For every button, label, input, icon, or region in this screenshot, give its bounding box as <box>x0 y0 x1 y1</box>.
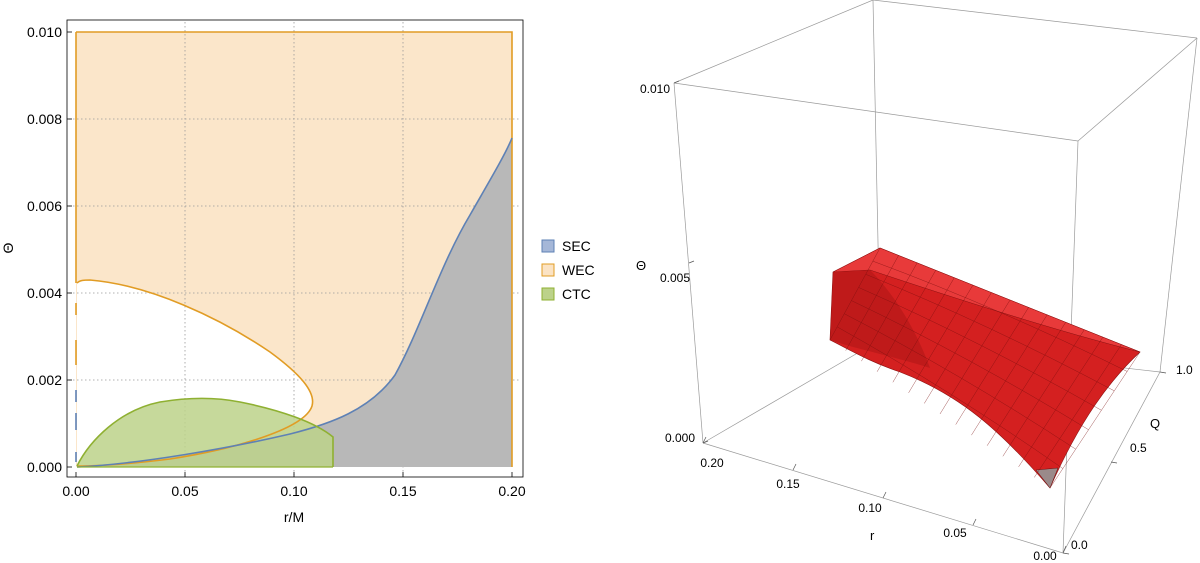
mesh-line <box>865 274 1115 392</box>
mesh-line <box>844 313 1076 450</box>
q-tick-label: 0.5 <box>1130 441 1147 455</box>
q-tick-label: 1.0 <box>1176 363 1193 377</box>
r-tick <box>792 463 797 471</box>
z-axis-label: Θ <box>636 258 646 273</box>
y-axis-label: Θ <box>0 242 16 253</box>
x-tick-label: 0.20 <box>498 483 525 499</box>
mesh-line <box>845 255 899 351</box>
r-tick <box>972 518 977 526</box>
z-tick-label: 0.010 <box>640 82 670 96</box>
r-tick <box>1062 545 1067 554</box>
mesh-line <box>1018 337 1104 467</box>
y-tick-labels: 0.000 0.002 0.004 0.006 0.008 0.010 <box>27 24 62 475</box>
r-axis-label: r <box>870 528 875 543</box>
x-axis-ticks <box>75 472 513 477</box>
q-tick-label: 0.0 <box>1071 538 1088 552</box>
y-tick-label: 0.010 <box>27 24 62 40</box>
x-tick-label: 0.10 <box>280 483 307 499</box>
q-axis-label: Q <box>1150 416 1160 431</box>
y-tick-label: 0.002 <box>27 372 62 388</box>
mesh-line <box>1049 351 1141 489</box>
x-tick-label: 0.15 <box>389 483 416 499</box>
legend-swatch-wec <box>541 263 555 277</box>
q-tick-labels: 0.0 0.5 1.0 <box>1071 363 1193 552</box>
r-tick-label: 0.20 <box>700 456 724 470</box>
z-tick <box>673 80 680 84</box>
box-edge <box>673 82 1079 142</box>
legend-label-sec: SEC <box>562 238 591 254</box>
surface-plot-3d: 0.000 0.005 0.010 Θ 0.00 0.05 0.10 0.15 … <box>636 0 1198 563</box>
mesh-line <box>851 300 1089 430</box>
sec-region <box>77 138 512 467</box>
legend-swatch-ctc <box>541 287 555 301</box>
q-tick <box>1159 371 1167 374</box>
mesh-line <box>1034 344 1122 478</box>
box-edge <box>1159 37 1198 373</box>
y-tick-label: 0.008 <box>27 111 62 127</box>
y-tick-label: 0.000 <box>27 459 62 475</box>
theta-surface <box>829 247 1141 489</box>
mesh-line <box>876 270 936 372</box>
box-edge <box>673 0 874 84</box>
box-edge <box>872 0 1198 39</box>
z-tick <box>688 260 695 264</box>
legend-label-ctc: CTC <box>562 286 591 302</box>
q-tick <box>1110 461 1118 464</box>
ctc-boundary <box>76 397 334 467</box>
x-tick-label: 0.00 <box>62 483 89 499</box>
wec-boundary <box>75 31 513 467</box>
r-tick-label: 0.15 <box>776 477 800 491</box>
z-tick-label: 0.000 <box>665 431 695 445</box>
y-tick-label: 0.004 <box>27 285 62 301</box>
wec-curve <box>76 279 314 467</box>
mesh-line <box>829 247 881 341</box>
r-tick <box>882 491 887 499</box>
mesh-line <box>986 322 1066 446</box>
x-tick-label: 0.05 <box>171 483 198 499</box>
surface-tip <box>1035 467 1059 489</box>
mesh-line <box>837 326 1064 469</box>
wec-top-edge <box>76 31 513 467</box>
box-edge <box>1077 37 1198 142</box>
r-tick-label: 0.00 <box>1033 549 1057 563</box>
box-edge <box>1062 371 1161 554</box>
mesh-line <box>861 262 918 362</box>
legend-label-wec: WEC <box>562 262 595 278</box>
region-plot: 0.00 0.05 0.10 0.15 0.20 0.000 0.002 0.0… <box>0 19 595 525</box>
mesh-line <box>971 314 1048 436</box>
z-tick <box>702 440 709 444</box>
z-tick-label: 0.005 <box>660 271 690 285</box>
mesh-line <box>872 260 1128 372</box>
sec-boundary <box>76 137 513 468</box>
legend-swatch-sec <box>541 239 555 253</box>
y-axis-ticks <box>67 31 72 468</box>
x-axis-label: r/M <box>284 509 304 525</box>
r-tick <box>702 436 707 444</box>
axis-tick-marks <box>673 80 1167 555</box>
mesh-line <box>1002 329 1085 457</box>
z-tick-labels: 0.000 0.005 0.010 <box>640 82 695 445</box>
x-tick-labels: 0.00 0.05 0.10 0.15 0.20 <box>62 483 525 499</box>
r-tick-label: 0.05 <box>943 526 967 540</box>
box-edge <box>702 339 881 444</box>
legend: SEC WEC CTC <box>541 238 595 302</box>
mesh-line <box>858 287 1102 411</box>
box-edge <box>673 82 704 444</box>
ctc-region <box>77 398 333 467</box>
surface-mesh <box>829 247 1141 489</box>
q-tick <box>1062 552 1070 555</box>
r-tick-label: 0.10 <box>858 501 882 515</box>
r-tick-labels: 0.00 0.05 0.10 0.15 0.20 <box>700 456 1057 563</box>
y-tick-label: 0.006 <box>27 198 62 214</box>
